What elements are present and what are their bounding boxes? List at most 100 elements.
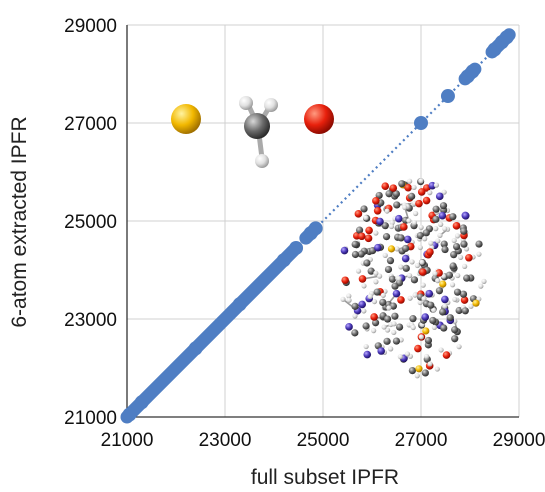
y-axis-tick-labels: 21000 23000 25000 27000 29000 xyxy=(64,16,117,429)
cluster-atom xyxy=(391,329,397,336)
cluster-atom xyxy=(458,254,464,260)
cluster-atom xyxy=(414,344,422,353)
data-point-1 xyxy=(134,395,149,410)
cluster-atom xyxy=(427,361,433,367)
cluster-atom xyxy=(459,290,468,298)
cluster-atom xyxy=(442,351,451,359)
cluster-atom xyxy=(383,315,392,323)
small-molecule-inset xyxy=(171,96,334,168)
cluster-atom xyxy=(431,324,437,331)
y-tick-label-0: 21000 xyxy=(64,408,117,429)
cluster-atom xyxy=(392,190,400,198)
cluster-atom xyxy=(407,273,413,279)
cluster-atom xyxy=(397,234,405,242)
cluster-atom xyxy=(424,336,433,345)
cluster-atom xyxy=(409,259,415,265)
cluster-atom xyxy=(393,201,401,209)
cluster-atom xyxy=(429,316,437,325)
cluster-atom xyxy=(388,346,394,352)
y-tick-label-4: 29000 xyxy=(64,16,117,37)
data-point-5 xyxy=(289,240,304,255)
cluster-atom xyxy=(346,293,352,299)
cluster-atom xyxy=(351,250,360,259)
cluster-atom xyxy=(413,210,419,217)
cluster-atom xyxy=(452,222,461,230)
cluster-atom xyxy=(421,369,429,377)
cluster-atom xyxy=(481,278,487,284)
cluster-atom xyxy=(417,299,423,306)
cluster-atom xyxy=(441,295,449,304)
cluster-atom xyxy=(460,227,468,235)
cluster-atom xyxy=(418,334,424,340)
cluster-atom xyxy=(397,296,405,304)
cluster-atom xyxy=(346,297,352,303)
cluster-atom xyxy=(352,313,358,319)
cluster-atom xyxy=(431,307,437,313)
cluster-atom xyxy=(389,184,398,192)
cluster-atom xyxy=(406,218,412,224)
cluster-atom xyxy=(391,282,399,290)
cluster-atom xyxy=(416,232,424,240)
cluster-atom xyxy=(340,246,349,255)
cluster-atom xyxy=(365,226,373,235)
x-tick-label-3: 27000 xyxy=(395,430,448,451)
y-tick-label-3: 27000 xyxy=(64,114,117,135)
yellow-atom xyxy=(171,104,201,134)
cluster-atom xyxy=(438,347,444,353)
x-axis-title: full subset IPFR xyxy=(251,466,399,489)
cluster-atom xyxy=(381,222,389,230)
cluster-atom xyxy=(402,264,410,272)
cluster-atom xyxy=(441,189,447,195)
x-axis-tick-labels: 21000 23000 25000 27000 29000 xyxy=(101,430,545,451)
hydrogen-atom xyxy=(255,154,269,168)
cluster-atom xyxy=(432,270,438,277)
cluster-atom xyxy=(407,178,413,184)
cluster-atom xyxy=(422,196,431,205)
cluster-atom xyxy=(361,308,367,314)
cluster-atom xyxy=(410,324,416,331)
cluster-atom xyxy=(367,267,375,275)
cluster-atom xyxy=(465,253,473,262)
cluster-atom xyxy=(391,321,397,327)
cluster-atom xyxy=(341,276,349,285)
cluster-atom xyxy=(402,204,408,210)
cluster-atom xyxy=(442,226,448,232)
cluster-atom xyxy=(422,236,428,242)
plot-frame xyxy=(126,25,519,418)
cluster-atom xyxy=(446,314,454,322)
cluster-atom xyxy=(445,271,454,279)
cluster-atom xyxy=(392,289,401,298)
cluster-atom xyxy=(415,199,423,208)
x-tick-label-2: 25000 xyxy=(297,430,350,451)
cluster-atom xyxy=(456,344,462,350)
cluster-atom xyxy=(384,208,390,214)
cluster-atom xyxy=(395,323,404,331)
data-point-11 xyxy=(465,64,480,79)
y-tick-label-2: 25000 xyxy=(64,212,117,233)
cluster-atom xyxy=(435,278,441,284)
cluster-atom xyxy=(351,240,359,248)
cluster-atom xyxy=(411,184,417,191)
data-point-14 xyxy=(499,30,514,45)
cluster-atom xyxy=(410,276,419,284)
cluster-atom xyxy=(460,296,469,304)
cluster-atom xyxy=(351,329,359,337)
cluster-atom xyxy=(427,301,435,309)
cluster-atom xyxy=(373,230,379,236)
cluster-atom xyxy=(376,217,384,226)
cluster-atom xyxy=(451,335,459,343)
cluster-atom xyxy=(394,246,400,252)
cluster-atom xyxy=(451,326,459,334)
cluster-atom xyxy=(421,313,430,321)
x-tick-label-1: 23000 xyxy=(199,430,252,451)
x-tick-label-4: 29000 xyxy=(493,430,545,451)
cluster-atom xyxy=(440,324,448,332)
cluster-atom xyxy=(468,303,474,309)
red-atom xyxy=(304,104,334,134)
cluster-atom xyxy=(360,205,368,213)
cluster-atom xyxy=(426,248,434,256)
cluster-atom xyxy=(351,302,359,310)
cluster-atom xyxy=(382,252,388,259)
cluster-atom xyxy=(397,354,403,360)
cluster-atom xyxy=(478,283,484,289)
